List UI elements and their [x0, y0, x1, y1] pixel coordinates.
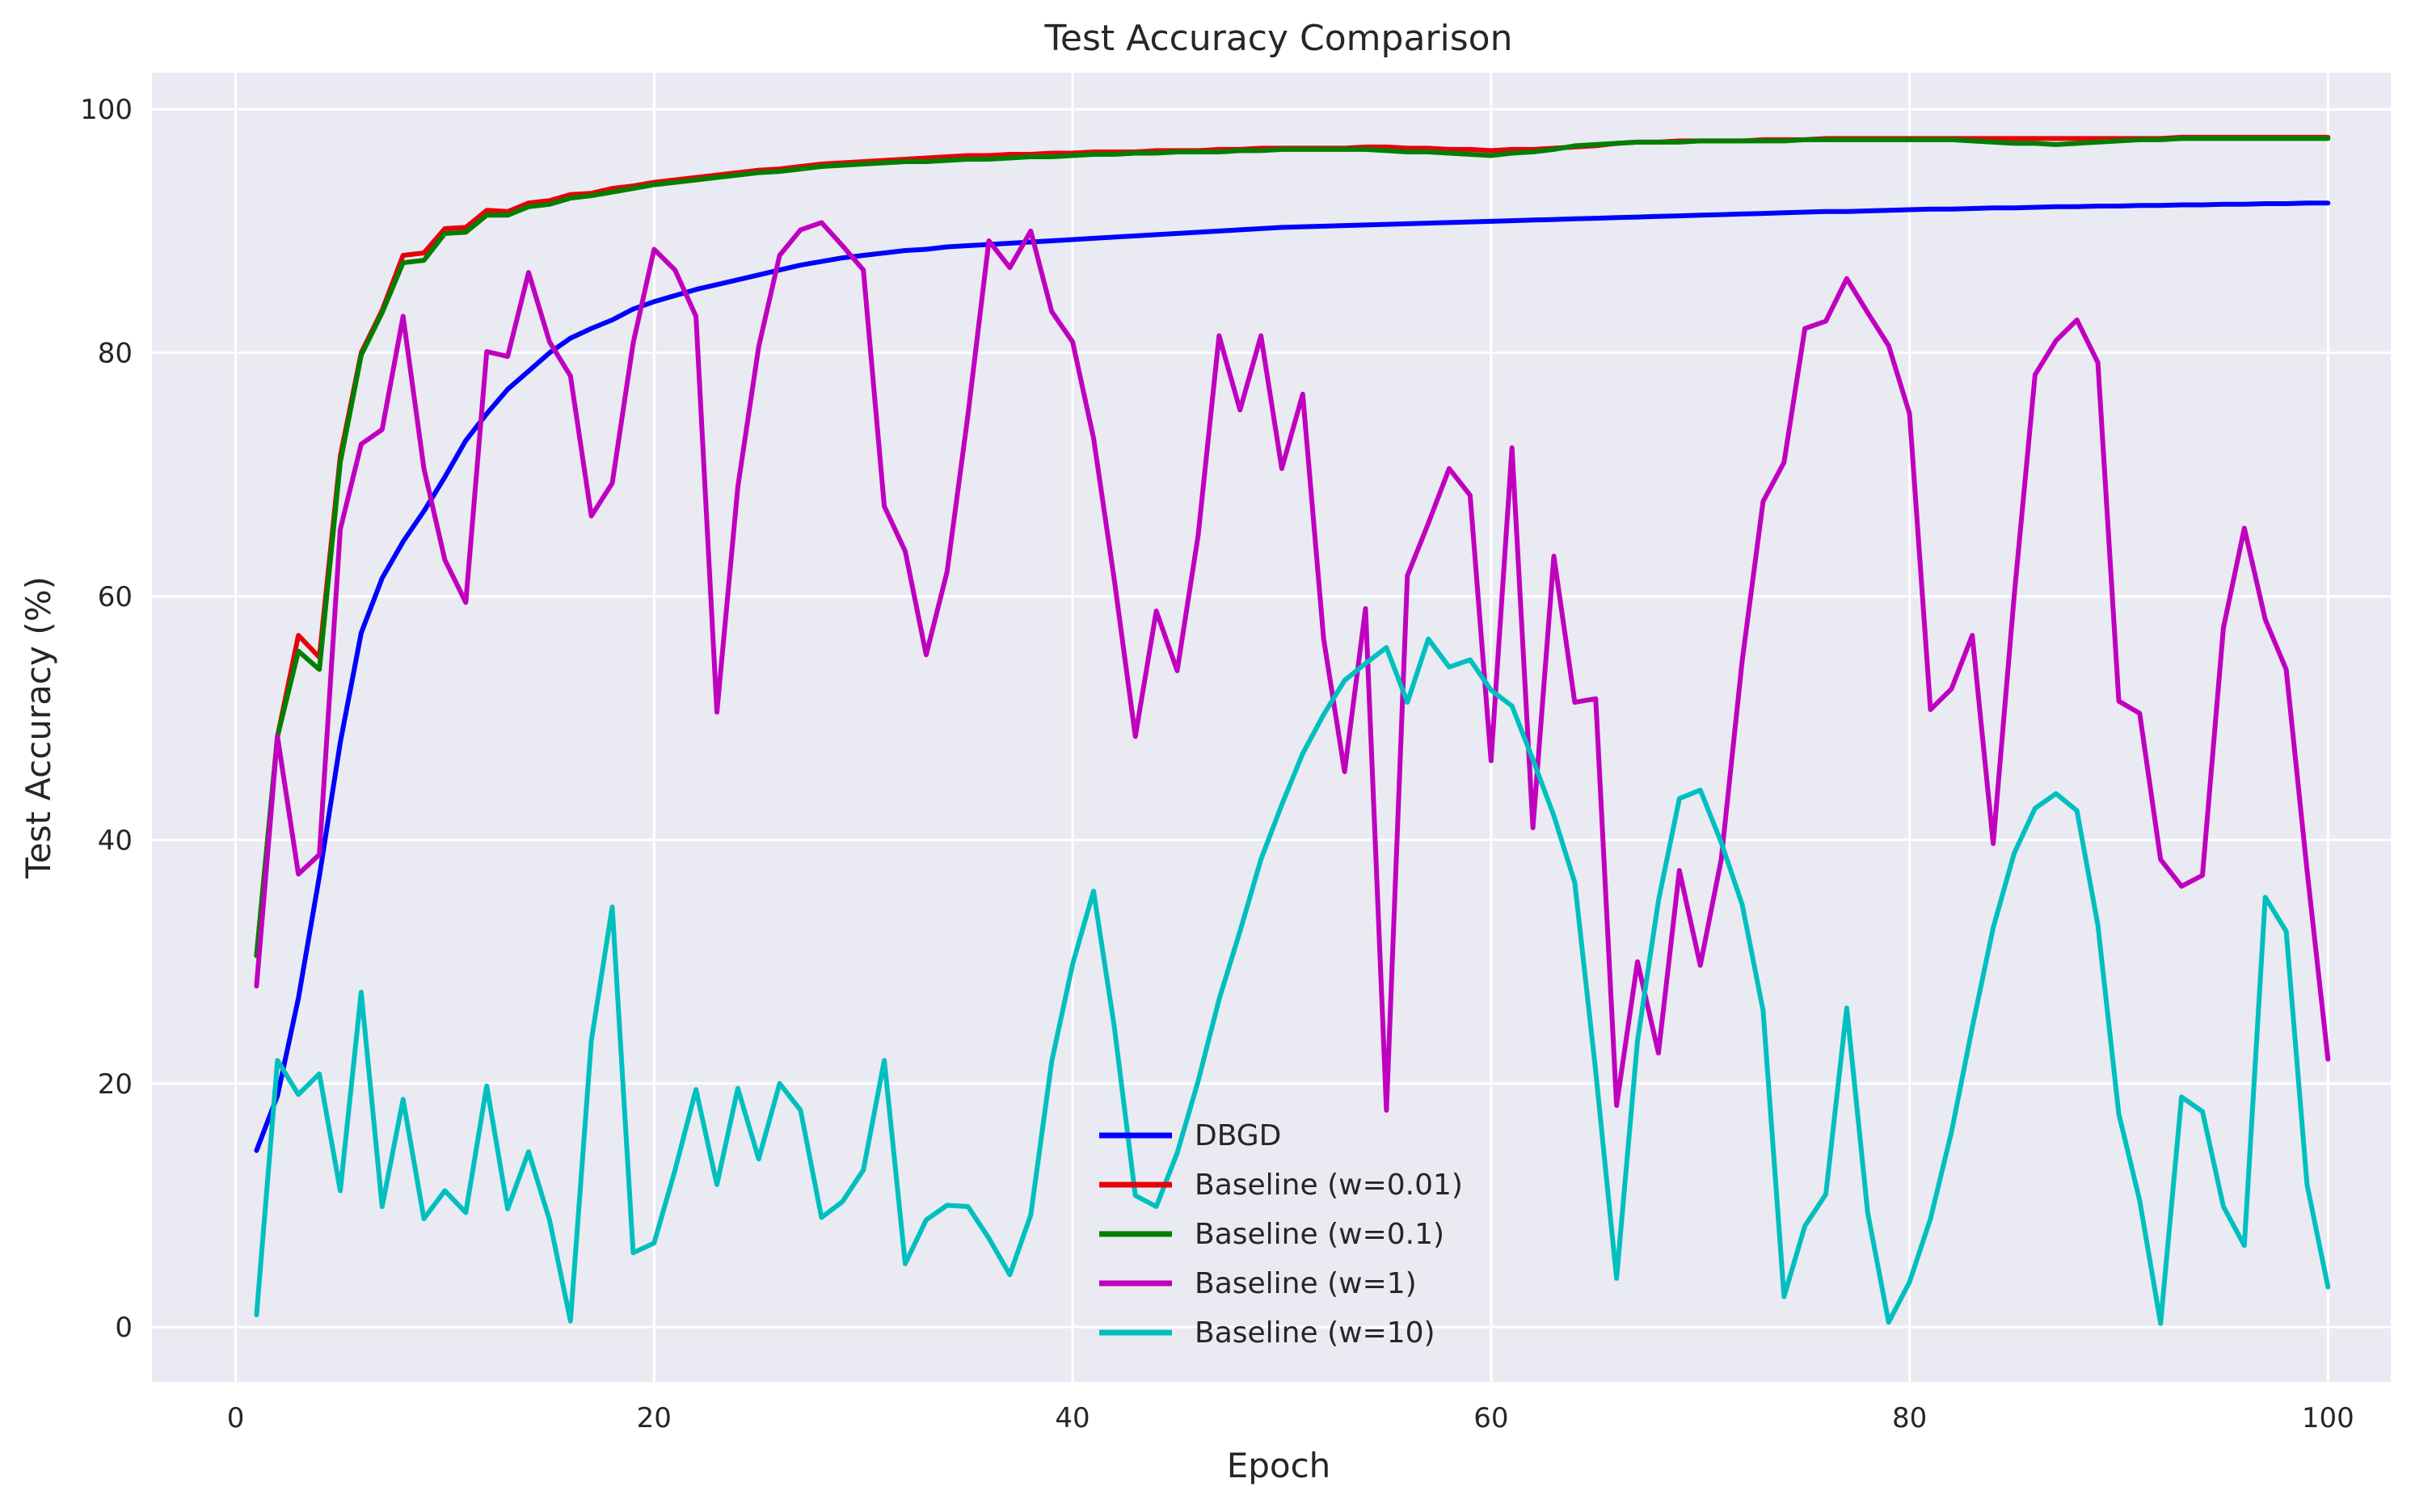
series-line-0 — [254, 200, 2331, 1153]
y-tick-label: 60 — [98, 581, 133, 613]
x-tick-label: 80 — [1892, 1402, 1927, 1434]
x-tick-label: 0 — [227, 1402, 245, 1434]
chart-title: Test Accuracy Comparison — [1044, 18, 1513, 59]
y-tick-label: 80 — [98, 338, 133, 370]
series-line-2 — [254, 136, 2331, 958]
y-tick-label: 20 — [98, 1068, 133, 1101]
legend: DBGD Baseline (w=0.01) Baseline (w=0.1) Bas… — [1099, 1119, 1463, 1350]
y-tick-label: 0 — [115, 1312, 133, 1344]
y-tick-label: 40 — [98, 824, 133, 857]
series-line-4 — [254, 636, 2331, 1326]
y-axis-label: Test Accuracy (%) — [19, 576, 58, 879]
legend-label: Baseline (w=0.1) — [1195, 1218, 1444, 1251]
legend-label: Baseline (w=0.01) — [1195, 1169, 1463, 1202]
legend-label: DBGD — [1195, 1119, 1281, 1152]
y-tick-label: 100 — [80, 94, 133, 126]
x-tick-label: 100 — [2302, 1402, 2354, 1434]
series-line-3 — [254, 220, 2331, 1113]
x-tick-label: 20 — [637, 1402, 672, 1434]
x-axis-label: Epoch — [1227, 1446, 1331, 1485]
x-tick-label: 40 — [1055, 1402, 1090, 1434]
x-tick-label: 60 — [1473, 1402, 1508, 1434]
legend-label: Baseline (w=10) — [1195, 1316, 1435, 1350]
legend-label: Baseline (w=1) — [1195, 1267, 1417, 1300]
